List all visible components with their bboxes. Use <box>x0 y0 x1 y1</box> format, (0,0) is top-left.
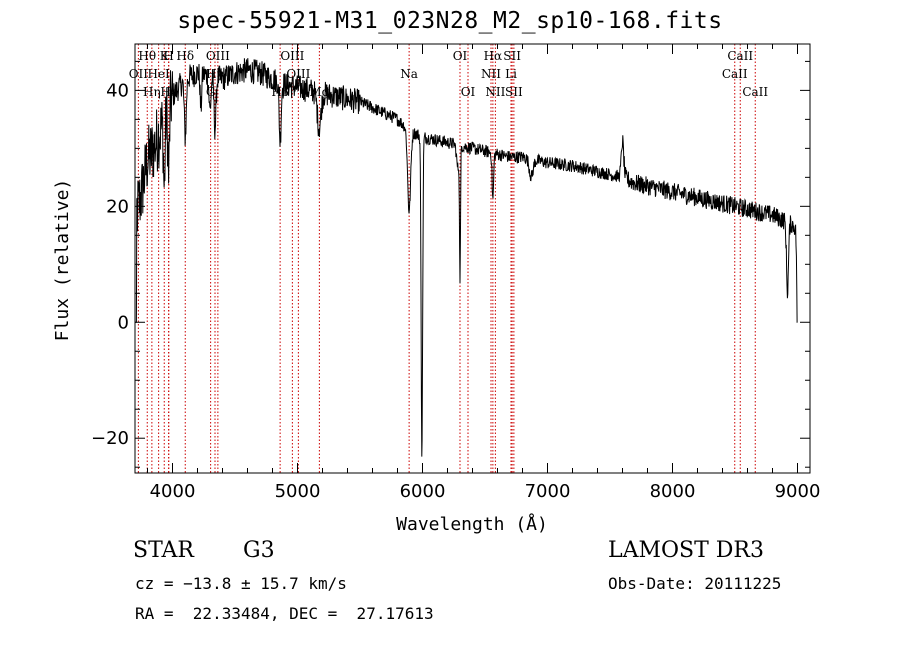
line-marker-label: Hα <box>484 49 503 63</box>
chart-title: spec-55921-M31_023N28_M2_sp10-168.fits <box>177 8 723 34</box>
line-marker-label: OI <box>453 49 468 63</box>
x-tick-label: 6000 <box>400 481 446 502</box>
x-axis-label: Wavelength (Å) <box>396 513 548 535</box>
x-tick-label: 8000 <box>650 481 696 502</box>
survey-name: LAMOST DR3 <box>608 538 764 563</box>
x-tick-label: 4000 <box>150 481 196 502</box>
x-tick-label: 5000 <box>275 481 321 502</box>
object-class: STAR <box>133 538 194 563</box>
y-tick-label: 40 <box>106 80 129 101</box>
line-marker-label: Mg <box>309 85 329 99</box>
line-marker-label: H <box>163 49 173 63</box>
line-marker-label: Hγ <box>206 67 224 81</box>
line-marker-label: OIII <box>286 67 310 81</box>
line-marker-label: SII <box>503 49 521 63</box>
object-subclass: G3 <box>243 538 275 563</box>
tick-labels: 4000 5000 6000 7000 8000 9000 −20 0 20 40 <box>91 80 820 502</box>
y-tick-label: −20 <box>91 428 129 449</box>
x-tick-label: 7000 <box>525 481 571 502</box>
coordinates: RA = 22.33484, DEC = 27.17613 <box>135 604 434 623</box>
line-marker-label: Li <box>505 67 517 81</box>
line-marker-label: Hε <box>160 85 177 99</box>
obs-date: Obs-Date: 20111225 <box>608 574 782 593</box>
emission-line-markers <box>137 44 756 473</box>
plot-frame <box>134 43 811 474</box>
line-marker-label: SII <box>505 85 523 99</box>
line-marker-label: K <box>160 49 170 63</box>
line-marker-label: NII <box>481 67 501 81</box>
line-marker-label: Hθ <box>138 49 156 63</box>
chart-axes <box>134 43 811 474</box>
line-marker-label: OIII <box>280 49 304 63</box>
spectrum-line <box>135 58 798 457</box>
y-tick-label: 0 <box>118 312 129 333</box>
y-axis-label: Flux (relative) <box>52 179 73 342</box>
line-marker-labels: Hθ OII Hη KH HeI Hε Hδ Hγ OIII G OIII OIII Hβ Mg Na OI O… <box>129 49 769 99</box>
line-marker-label: CaII <box>742 85 768 99</box>
spectrum-series <box>135 58 798 457</box>
line-marker-label: Na <box>400 67 418 81</box>
line-marker-label: G <box>206 85 216 99</box>
x-tick-label: 9000 <box>775 481 821 502</box>
line-marker-label: CaII <box>727 49 753 63</box>
line-marker-label: CaII <box>722 67 748 81</box>
line-marker-label: Hβ <box>271 85 288 99</box>
line-marker-label: OI <box>461 85 476 99</box>
line-marker-label: Hη <box>143 85 161 99</box>
redshift-text: cz = −13.8 ± 15.7 km/s <box>135 574 347 593</box>
line-marker-label: OIII <box>206 49 230 63</box>
line-marker-label: OII <box>129 67 149 81</box>
y-tick-label: 20 <box>106 196 129 217</box>
line-marker-label: Hδ <box>176 49 194 63</box>
line-marker-label: HeI <box>147 67 170 81</box>
line-marker-label: NII <box>485 85 505 99</box>
